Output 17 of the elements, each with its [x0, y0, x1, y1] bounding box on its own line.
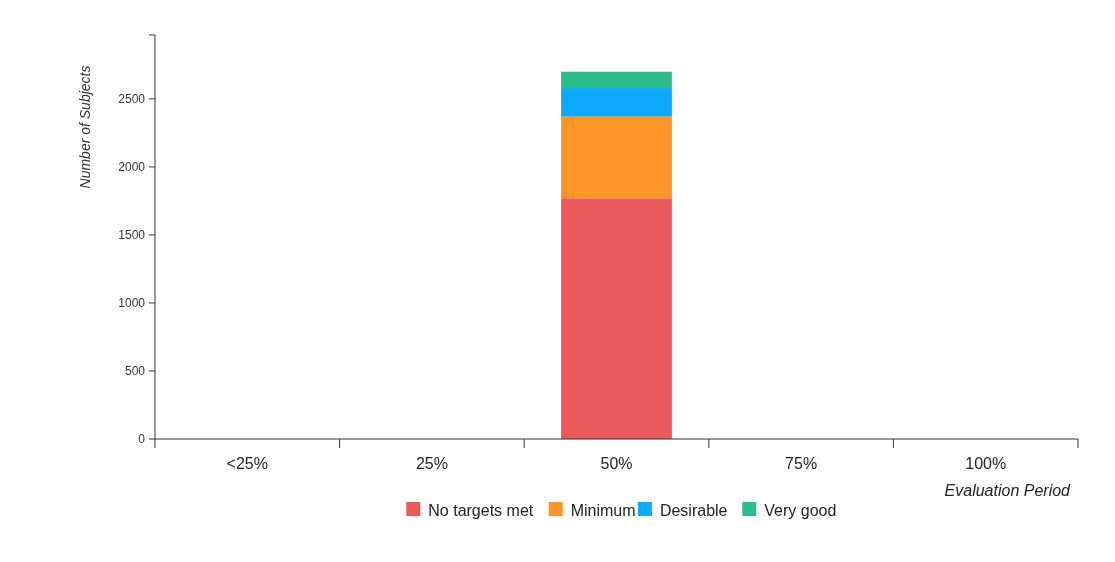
y-axis-title: Number of Subjects: [77, 65, 93, 189]
y-tick-label: 1500: [118, 228, 146, 243]
y-tick-label: 0: [138, 432, 146, 447]
y-tick-label: 500: [124, 364, 146, 379]
legend-label: Desirable: [659, 501, 728, 519]
x-axis-title: Evaluation Period: [944, 482, 1072, 499]
legend-label: No targets met: [428, 501, 534, 519]
legend-label: Minimum: [570, 501, 636, 519]
x-tick-label: 50%: [600, 455, 633, 472]
x-tick-label: 25%: [415, 455, 448, 472]
legend-label: Very good: [764, 501, 837, 519]
y-tick-label: 2000: [118, 160, 146, 175]
y-tick-label: 2500: [118, 92, 146, 107]
x-tick-label: <25%: [226, 455, 268, 472]
x-tick-label: 75%: [785, 455, 818, 472]
y-tick-label: 1000: [118, 296, 146, 311]
x-tick-label: 100%: [965, 455, 1007, 472]
